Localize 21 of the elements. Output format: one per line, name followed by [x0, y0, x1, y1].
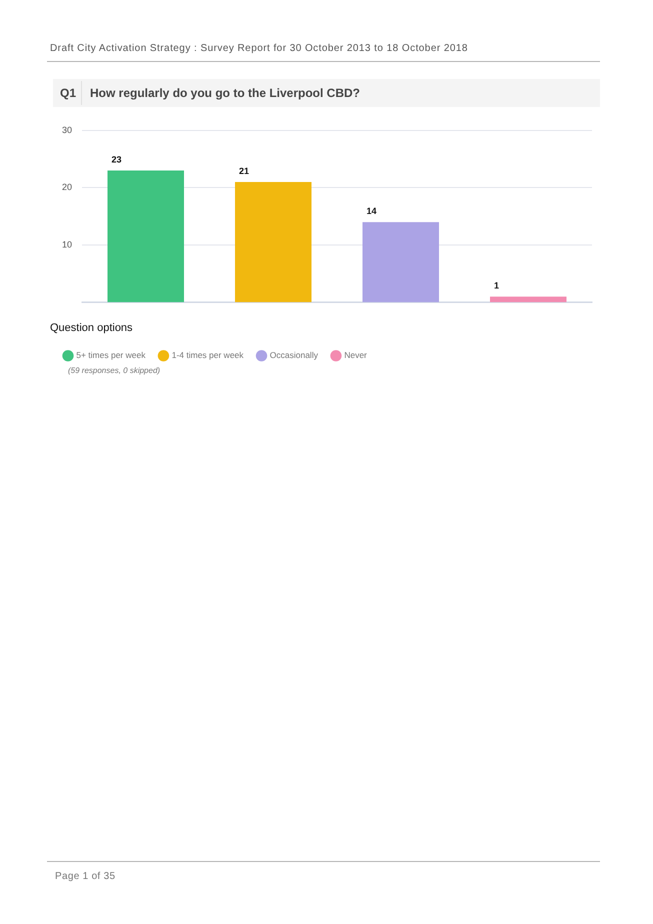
text: Page 1 of 35 — [55, 871, 116, 882]
bar — [235, 182, 312, 302]
text: (59 responses, 0 skipped) — [68, 366, 160, 375]
y-tick-label: 10 — [62, 239, 72, 250]
legend-label: 5+ times per week — [76, 350, 146, 360]
legend-label: 1-4 times per week — [172, 350, 244, 360]
text: Q1 — [60, 86, 76, 100]
text: Draft City Activation Strategy : Survey Report for 30 October 2013 to 18 October 2018 — [50, 43, 468, 54]
data-label: 23 — [112, 154, 122, 165]
bar — [362, 222, 439, 302]
legend-title: Question options — [50, 322, 134, 334]
chart-title: How regularly do you go to the Liverpool CBD? — [90, 86, 360, 100]
y-tick-label: 30 — [62, 124, 72, 135]
data-label: 1 — [494, 280, 500, 291]
y-tick-label: 20 — [62, 182, 72, 192]
legend-label: Occasionally — [270, 350, 319, 360]
bar — [108, 170, 184, 302]
data-label: 14 — [366, 206, 377, 216]
legend-label: Never — [344, 350, 368, 360]
bar — [490, 296, 566, 302]
data-label: 21 — [239, 166, 250, 176]
